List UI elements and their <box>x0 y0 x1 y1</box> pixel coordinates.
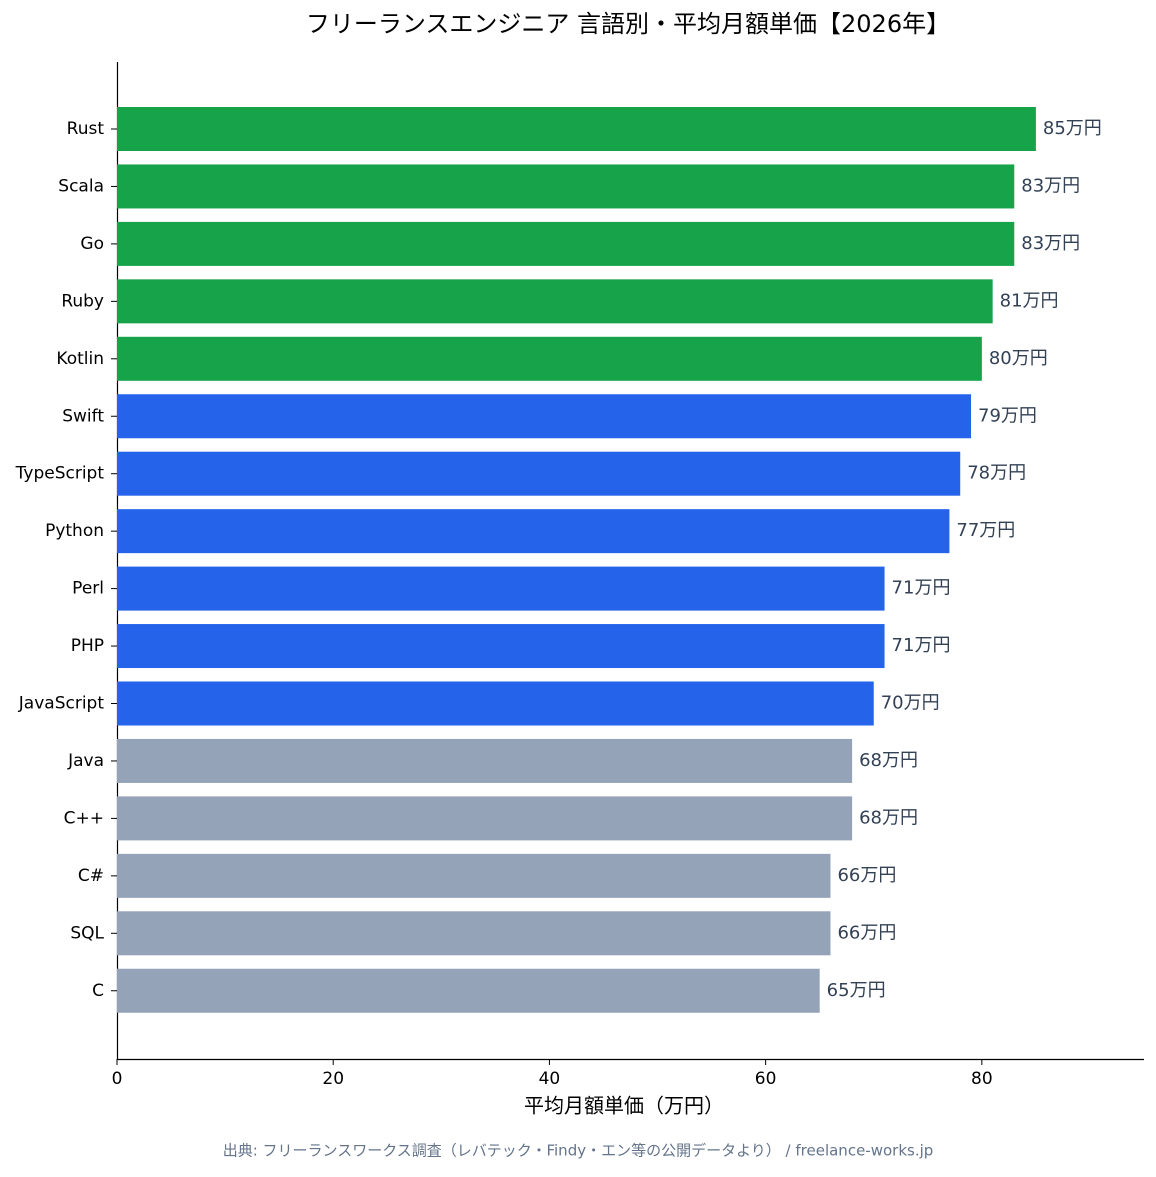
y-tick-label: Rust <box>67 119 105 139</box>
bar <box>117 968 820 1013</box>
value-label: 83万円 <box>1021 175 1080 196</box>
x-tick-label: 0 <box>112 1069 123 1089</box>
y-tick-label: C <box>92 981 104 1001</box>
value-label: 78万円 <box>967 463 1026 484</box>
y-tick-label: Swift <box>62 406 104 426</box>
chart-title: フリーランスエンジニア 言語別・平均月額単価【2026年】 <box>306 10 950 38</box>
bar <box>117 221 1015 266</box>
bar <box>117 509 950 554</box>
value-label: 68万円 <box>859 750 918 771</box>
x-tick-label: 20 <box>322 1069 344 1089</box>
y-tick-label: Perl <box>72 579 104 599</box>
bar <box>117 336 982 381</box>
value-label: 85万円 <box>1043 118 1102 139</box>
y-tick-label: Java <box>67 751 104 771</box>
y-tick-label: TypeScript <box>15 464 105 484</box>
bar <box>117 853 831 898</box>
value-label: 81万円 <box>1000 290 1059 311</box>
y-tick-label: SQL <box>70 923 104 943</box>
value-label: 71万円 <box>892 578 951 599</box>
bar <box>117 738 853 783</box>
bar <box>117 624 885 669</box>
x-axis-label: 平均月額単価（万円） <box>524 1094 724 1118</box>
y-tick-label: PHP <box>71 636 104 656</box>
value-label: 66万円 <box>837 865 896 886</box>
value-label: 68万円 <box>859 807 918 828</box>
y-tick-label: Go <box>80 234 104 254</box>
bar <box>117 279 993 324</box>
value-label: 79万円 <box>978 405 1037 426</box>
bar <box>117 911 831 956</box>
value-label: 83万円 <box>1021 233 1080 254</box>
value-label: 80万円 <box>989 348 1048 369</box>
x-tick-label: 80 <box>971 1069 993 1089</box>
bar <box>117 566 885 611</box>
x-tick-label: 40 <box>539 1069 561 1089</box>
y-tick-label: C# <box>78 866 104 886</box>
x-tick-label: 60 <box>755 1069 777 1089</box>
bar <box>117 451 961 496</box>
y-tick-label: Python <box>45 521 104 541</box>
y-tick-label: Kotlin <box>56 349 104 369</box>
value-label: 71万円 <box>892 635 951 656</box>
bar <box>117 394 972 439</box>
y-tick-label: Scala <box>58 176 104 196</box>
value-label: 77万円 <box>956 520 1015 541</box>
y-tick-label: Ruby <box>61 291 104 311</box>
value-label: 66万円 <box>837 922 896 943</box>
bar <box>117 681 874 726</box>
value-label: 65万円 <box>827 980 886 1001</box>
bar <box>117 107 1036 151</box>
bar <box>117 164 1015 209</box>
source-note: 出典: フリーランスワークス調査（レバテック・Findy・エン等の公開データより… <box>223 1142 934 1160</box>
bar <box>117 796 853 841</box>
value-label: 70万円 <box>881 693 940 714</box>
y-tick-label: C++ <box>64 808 104 828</box>
y-tick-label: JavaScript <box>18 694 105 714</box>
